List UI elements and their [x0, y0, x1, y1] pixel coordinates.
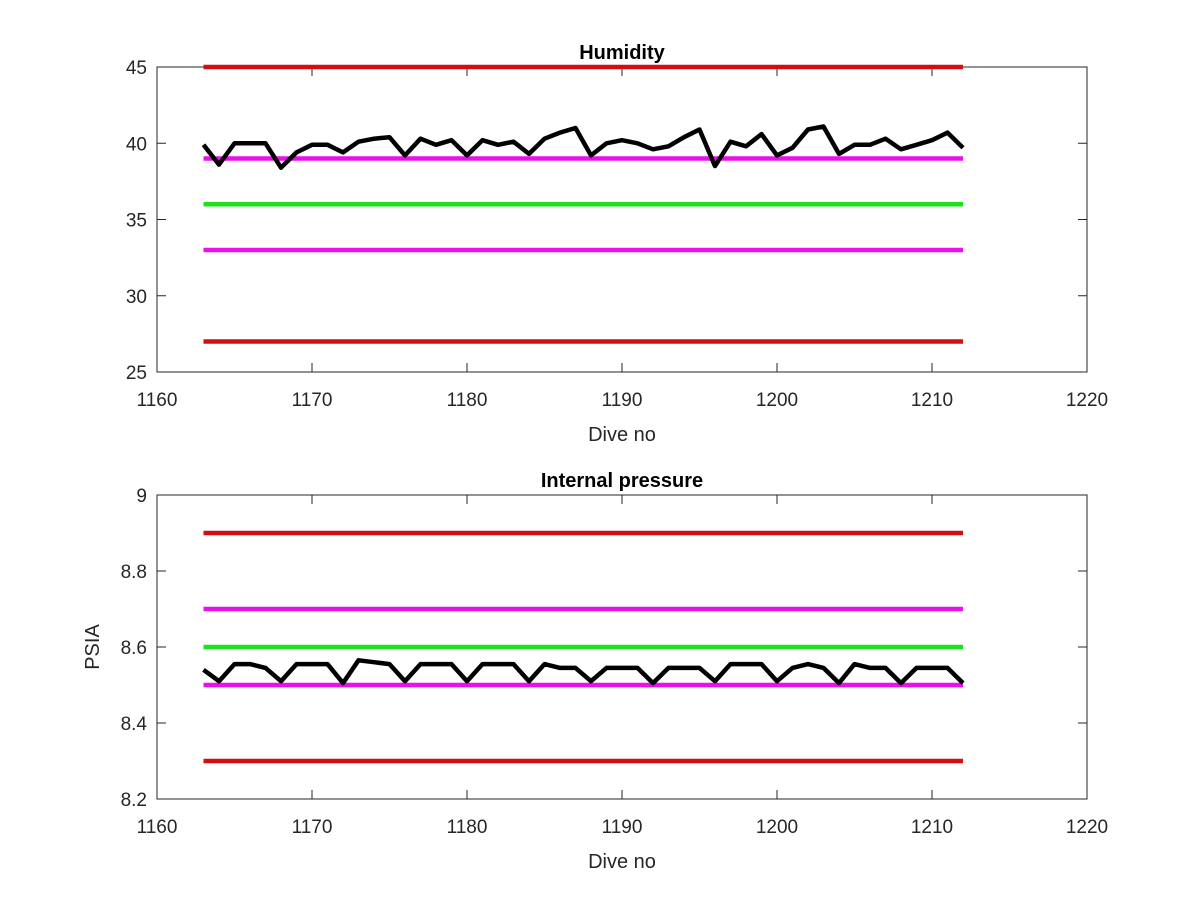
x-tick-label: 1160 — [137, 817, 178, 838]
x-axis-label: Dive no — [588, 424, 656, 446]
x-tick-label: 1170 — [292, 390, 333, 411]
chart-title: Humidity — [579, 42, 665, 64]
y-tick-label: 35 — [126, 211, 147, 232]
internal-pressure-chart: 1160 1170 1180 1190 1200 1210 1220 8.2 8.4 8.6 8.8… — [82, 470, 1108, 873]
x-tick-label: 1190 — [602, 817, 643, 838]
y-tick-label: 8.4 — [121, 714, 148, 735]
y-axis-label: PSIA — [82, 624, 104, 670]
x-tick-label: 1220 — [1066, 390, 1108, 411]
y-tick-label: 30 — [126, 287, 147, 308]
y-tick-label: 25 — [126, 363, 147, 384]
chart-title: Internal pressure — [541, 470, 703, 492]
measurement-series-line — [202, 658, 965, 686]
measurement-series-line — [201, 124, 965, 170]
x-tick-label: 1200 — [756, 817, 798, 838]
x-tick-label: 1190 — [602, 390, 643, 411]
y-tick-label: 8.2 — [121, 790, 147, 811]
y-tick-label: 40 — [126, 134, 147, 155]
humidity-chart: 1160 1170 1180 1190 1200 1210 1220 25 30 35 40 45 Hu… — [126, 42, 1108, 446]
x-tick-label: 1180 — [447, 390, 488, 411]
y-tick-label: 8.6 — [121, 638, 147, 659]
y-tick-label: 45 — [126, 58, 147, 79]
y-tick-label: 9 — [136, 486, 147, 507]
plot-area — [156, 66, 1088, 373]
y-tick-label: 8.8 — [121, 562, 147, 583]
x-tick-label: 1210 — [911, 390, 953, 411]
x-tick-label: 1200 — [756, 390, 798, 411]
x-tick-label: 1220 — [1066, 817, 1108, 838]
x-tick-label: 1180 — [447, 817, 488, 838]
x-tick-label: 1210 — [911, 817, 953, 838]
x-axis-label: Dive no — [588, 851, 656, 873]
x-tick-label: 1160 — [137, 390, 178, 411]
x-tick-label: 1170 — [292, 817, 333, 838]
